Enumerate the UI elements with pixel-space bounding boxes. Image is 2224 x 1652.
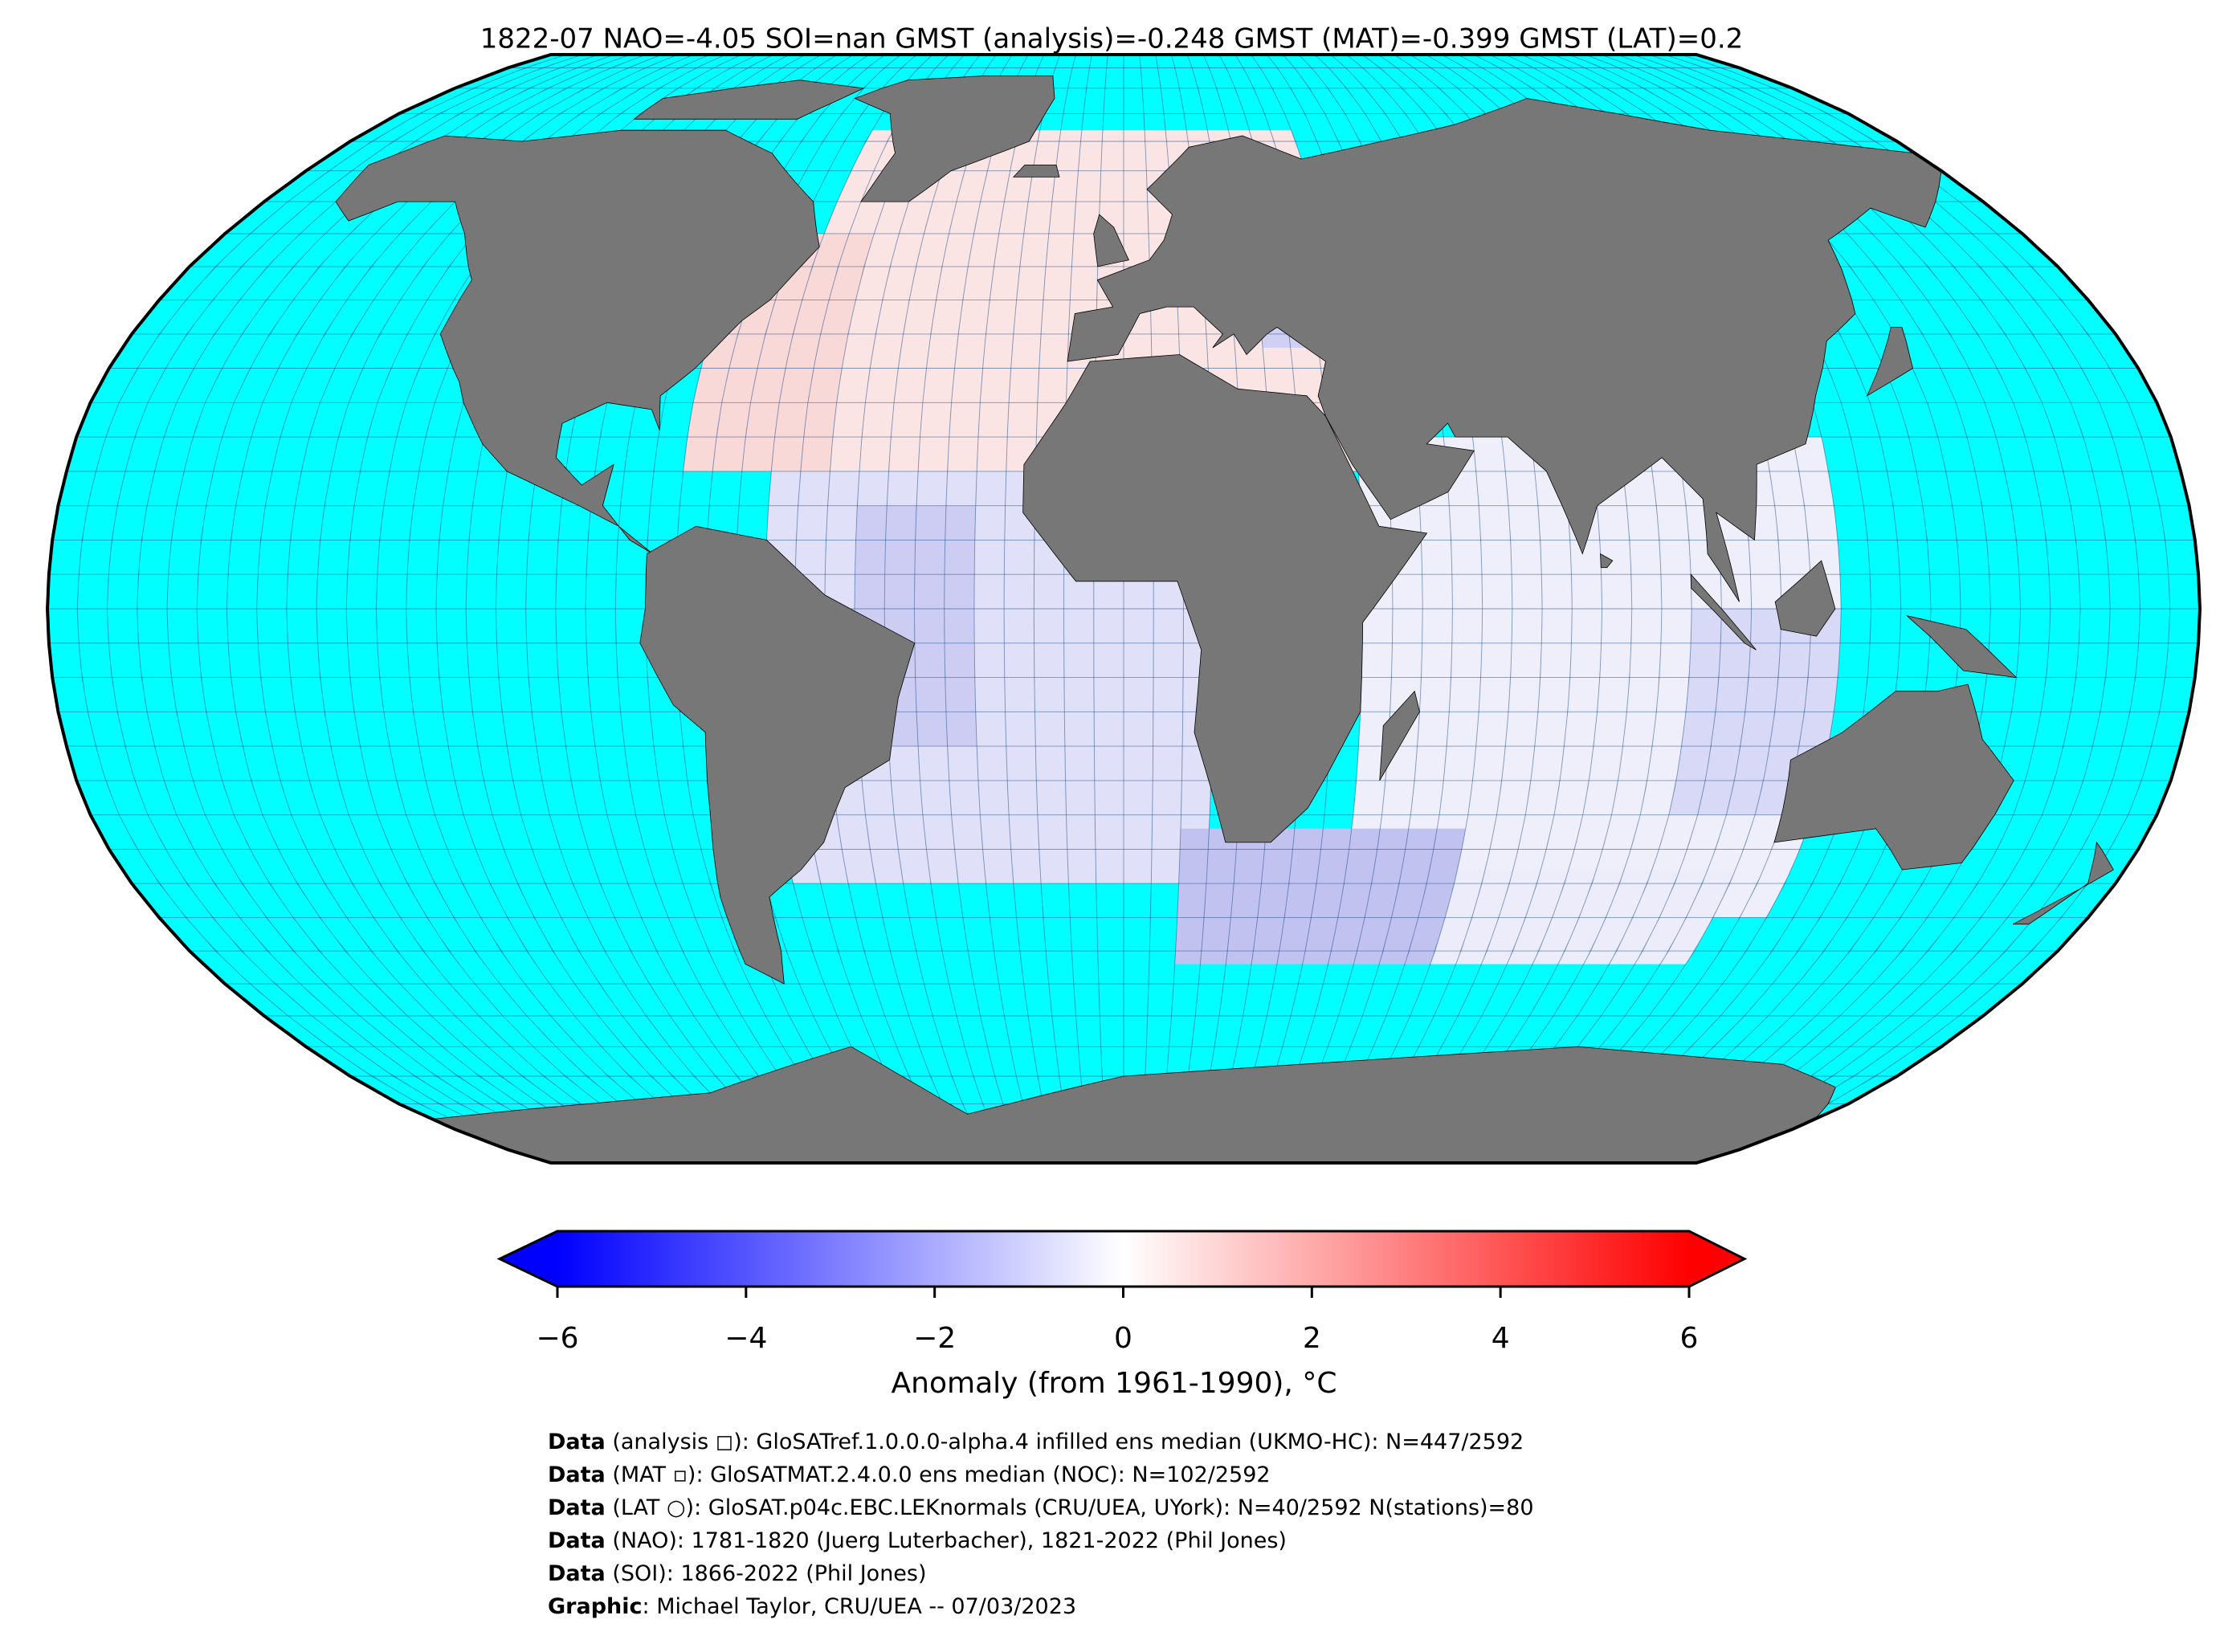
colorbar-tick-label: −2 [913, 1322, 956, 1355]
credits: Data (analysis ◻): GloSATref.1.0.0.0-alp… [548, 1430, 1534, 1619]
land [1866, 327, 1913, 397]
credit-line: Data (analysis ◻): GloSATref.1.0.0.0-alp… [548, 1430, 1524, 1454]
meridian [76, 55, 567, 1163]
map [45, 53, 2202, 1165]
meridian [1063, 55, 1092, 1163]
credit-label: Data [548, 1430, 606, 1454]
land [1379, 690, 1420, 781]
meridian [913, 55, 1013, 1163]
colorbar-tick-label: 2 [1303, 1322, 1321, 1355]
meridian [256, 55, 663, 1163]
colorbar-extend-high [1689, 1231, 1745, 1287]
credit-line: Data (MAT ▫): GloSATMAT.2.4.0.0 ens medi… [548, 1462, 1271, 1487]
meridian [226, 55, 647, 1163]
credit-label: Data [548, 1528, 606, 1553]
credit-text: : Michael Taylor, CRU/UEA -- 07/03/2023 [643, 1594, 1077, 1619]
credit-text: (NAO): 1781-1820 (Juerg Luterbacher), 18… [606, 1528, 1287, 1553]
meridian [1003, 55, 1061, 1163]
colorbar: −6 −4 −2 0 2 4 6 Anomaly (from 1961-1990), °C [496, 1230, 1748, 1400]
colorbar-tick-label: 6 [1680, 1322, 1699, 1355]
colorbar-gradient [557, 1231, 1689, 1287]
credit-label: Data [548, 1561, 606, 1586]
credit-label: Data [548, 1495, 606, 1520]
meridian [1033, 55, 1077, 1163]
land [1773, 683, 2014, 871]
credit-line: Data (LAT ○): GloSAT.p04c.EBC.LEKnormals… [548, 1495, 1534, 1520]
land [1906, 615, 2018, 679]
colorbar-tick-label: −6 [536, 1322, 578, 1355]
colorbar-label: Anomaly (from 1961-1990), °C [892, 1367, 1337, 1400]
meridian [1680, 55, 2171, 1163]
land [1093, 214, 1129, 267]
land [1067, 98, 1942, 602]
land [1690, 573, 1757, 651]
map-border [45, 53, 2202, 1165]
meridian [944, 55, 1029, 1163]
colorbar-extend-low [500, 1231, 557, 1287]
credit-text: (SOI): 1866-2022 (Phil Jones) [606, 1561, 927, 1586]
meridian [973, 55, 1045, 1163]
land [1022, 354, 1428, 843]
land [633, 80, 865, 120]
credit-line: Data (NAO): 1781-1820 (Juerg Luterbacher… [548, 1528, 1287, 1553]
meridian [1139, 55, 1154, 1163]
colorbar-tick-label: 4 [1492, 1322, 1510, 1355]
meridian [1093, 55, 1108, 1163]
map-content [47, 55, 2200, 1163]
meridian [286, 55, 679, 1163]
land [639, 525, 916, 985]
anomaly-region [1174, 828, 1466, 965]
credit-label: Graphic [548, 1594, 643, 1619]
credit-label: Data [548, 1462, 606, 1487]
land [1774, 560, 1836, 637]
colorbar-tick-label: −4 [724, 1322, 767, 1355]
credit-text: (MAT ▫): GloSATMAT.2.4.0.0 ens median (N… [606, 1462, 1271, 1487]
credit-text: (analysis ◻): GloSATref.1.0.0.0-alpha.4 … [606, 1430, 1524, 1454]
land [854, 75, 1055, 202]
land [1600, 553, 1614, 569]
meridian [1664, 55, 2141, 1163]
colorbar-tick-label: 0 [1114, 1322, 1132, 1355]
land [335, 129, 820, 554]
credit-text: (LAT ○): GloSAT.p04c.EBC.LEKnormals (CRU… [606, 1495, 1534, 1520]
land [2012, 841, 2114, 925]
meridian [106, 55, 583, 1163]
credit-line: Data (SOI): 1866-2022 (Phil Jones) [548, 1561, 927, 1586]
meridian [137, 55, 599, 1163]
land [1012, 165, 1060, 177]
map-title: 1822-07 NAO=-4.05 SOI=nan GMST (analysis… [480, 23, 1744, 55]
credit-line: Graphic: Michael Taylor, CRU/UEA -- 07/0… [548, 1594, 1076, 1619]
anomaly-region [1430, 870, 1736, 965]
